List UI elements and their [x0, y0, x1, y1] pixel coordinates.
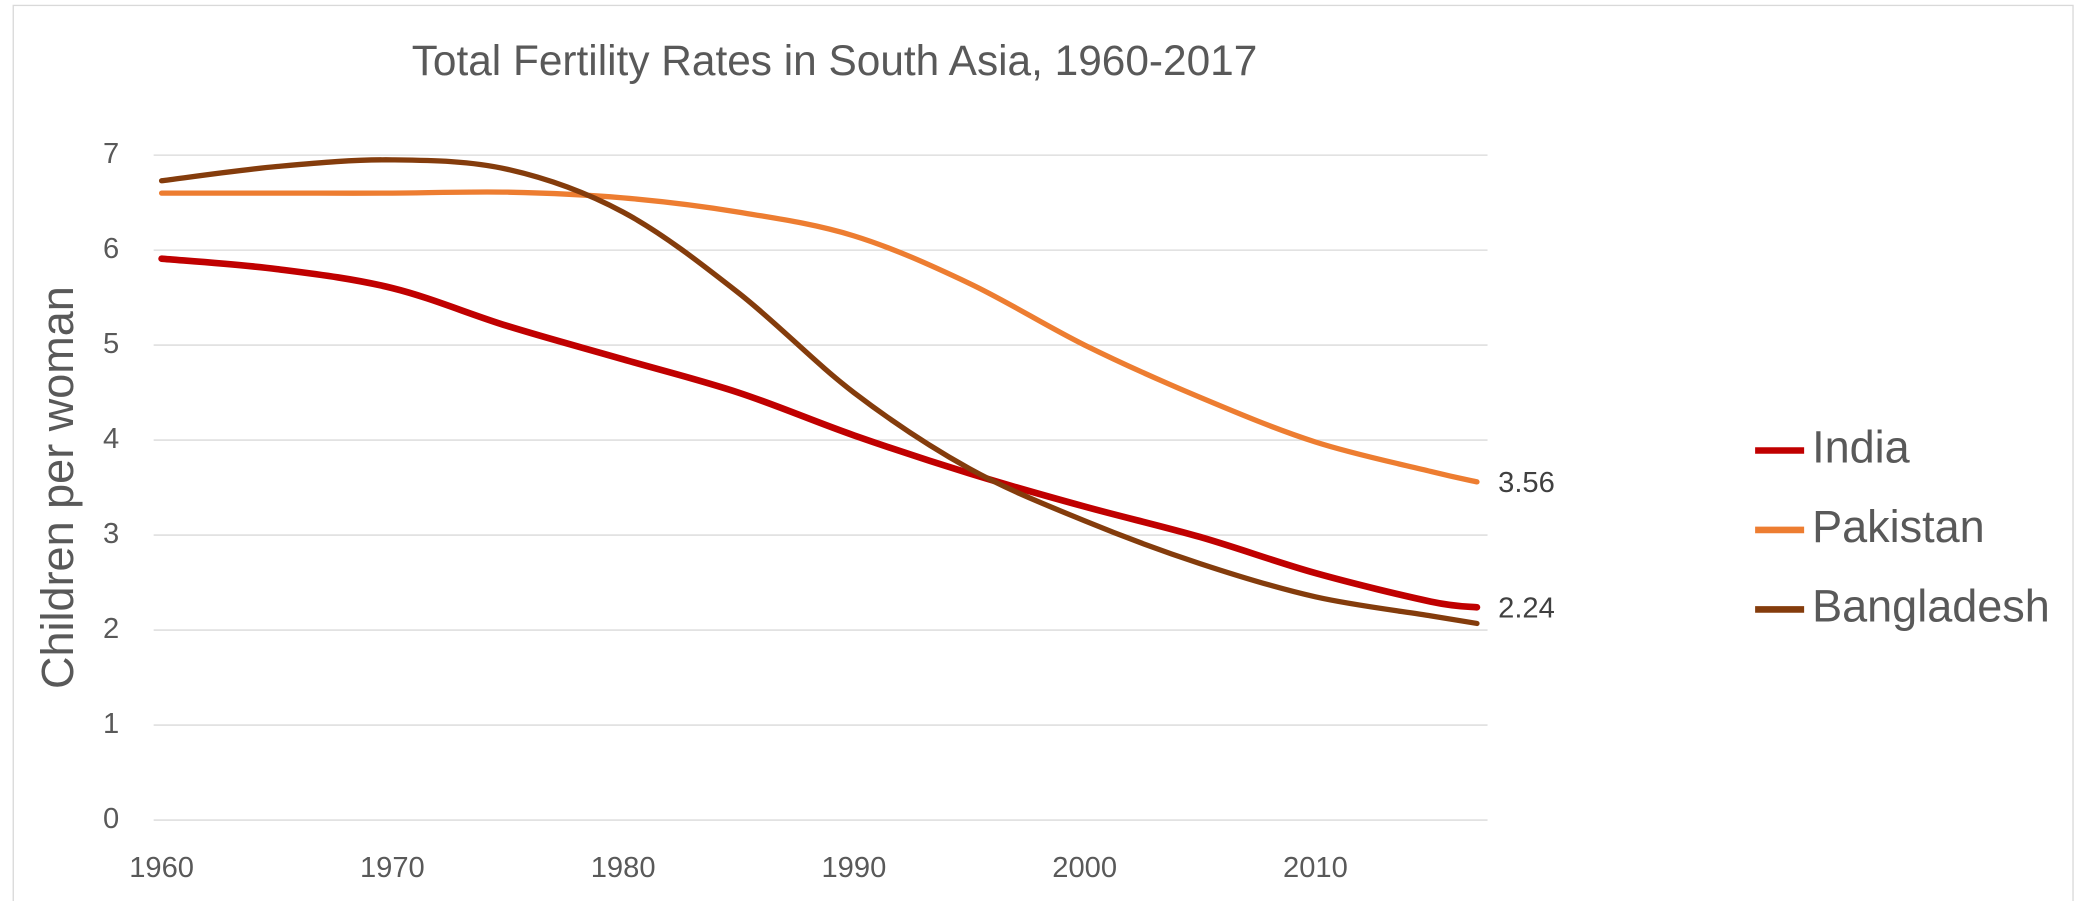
series-line [158, 255, 1481, 611]
legend-label: Bangladesh [1812, 580, 2050, 631]
data-label: 3.56 [1498, 467, 1555, 499]
y-tick-label: 2 [103, 613, 119, 645]
y-tick-label: 7 [103, 138, 119, 170]
legend-label: India [1812, 421, 1911, 472]
x-tick-label: 1990 [821, 852, 886, 884]
y-tick-label: 1 [103, 708, 119, 740]
y-axis-label: Children per woman [32, 286, 83, 689]
y-tick-label: 3 [103, 518, 119, 550]
x-tick-label: 2000 [1052, 852, 1117, 884]
x-tick-label: 1970 [360, 852, 425, 884]
x-tick-label: 1960 [129, 852, 194, 884]
x-tick-label: 2010 [1283, 852, 1348, 884]
chart-frame [12, 4, 2074, 901]
y-tick-label: 5 [103, 328, 119, 360]
series-line [158, 189, 1480, 485]
y-tick-label: 0 [103, 803, 119, 835]
chart-title: Total Fertility Rates in South Asia, 196… [412, 37, 1258, 84]
legend-label: Pakistan [1812, 501, 1985, 552]
data-label: 2.24 [1498, 593, 1555, 625]
series-line [158, 157, 1480, 627]
x-tick-label: 1980 [591, 852, 656, 884]
y-tick-label: 4 [103, 423, 119, 455]
y-tick-label: 6 [103, 233, 119, 265]
